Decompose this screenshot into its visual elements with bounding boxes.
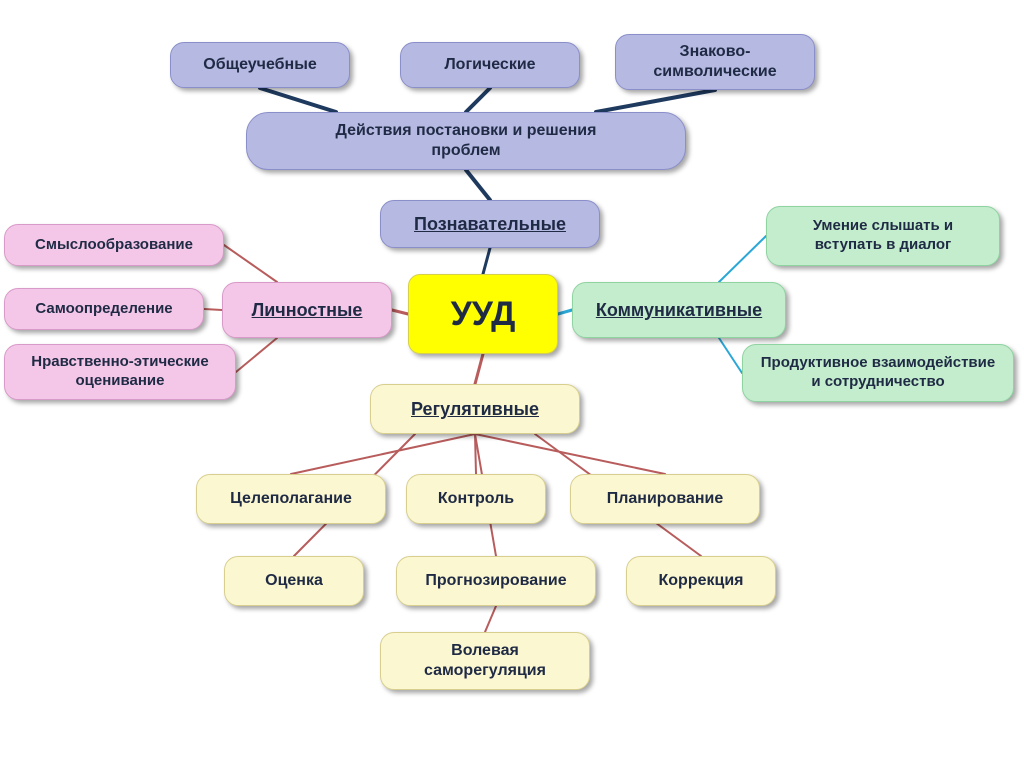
node-regulative: Регулятивные: [370, 384, 580, 434]
node-hear: Умение слышать и вступать в диалог: [766, 206, 1000, 266]
connector: [475, 434, 665, 474]
diagram-stage: Общеучебные Логические Знаково- символичес…: [0, 0, 1024, 767]
node-cognitive: Познавательные: [380, 200, 600, 248]
node-eval: Оценка: [224, 556, 364, 606]
node-selfdet: Самоопределение: [4, 288, 204, 330]
node-personal: Личностные: [222, 282, 392, 338]
node-moral: Нравственно-этические оценивание: [4, 344, 236, 400]
connector: [558, 310, 572, 314]
node-top_symbolic: Знаково- символические: [615, 34, 815, 90]
node-communicative: Коммуникативные: [572, 282, 786, 338]
node-actions: Действия постановки и решения проблем: [246, 112, 686, 170]
connector: [475, 434, 476, 474]
connector: [260, 88, 336, 112]
node-planning: Планирование: [570, 474, 760, 524]
connector: [466, 170, 490, 200]
connector: [236, 338, 277, 372]
connector: [475, 354, 483, 384]
connector: [291, 434, 475, 474]
node-forecast: Прогнозирование: [396, 556, 596, 606]
node-top_general: Общеучебные: [170, 42, 350, 88]
connector: [392, 310, 408, 314]
connector: [485, 606, 496, 632]
connector: [719, 338, 742, 373]
connector: [719, 236, 766, 282]
node-control: Контроль: [406, 474, 546, 524]
node-coop: Продуктивное взаимодействие и сотрудниче…: [742, 344, 1014, 402]
connector: [466, 88, 490, 112]
connector: [224, 245, 277, 282]
node-correction: Коррекция: [626, 556, 776, 606]
connector: [204, 309, 222, 310]
node-top_logical: Логические: [400, 42, 580, 88]
node-center: УУД: [408, 274, 558, 354]
node-goal: Целеполагание: [196, 474, 386, 524]
connector: [483, 248, 490, 274]
node-meaning: Смыслообразование: [4, 224, 224, 266]
connector: [596, 90, 715, 112]
node-willpower: Волевая саморегуляция: [380, 632, 590, 690]
